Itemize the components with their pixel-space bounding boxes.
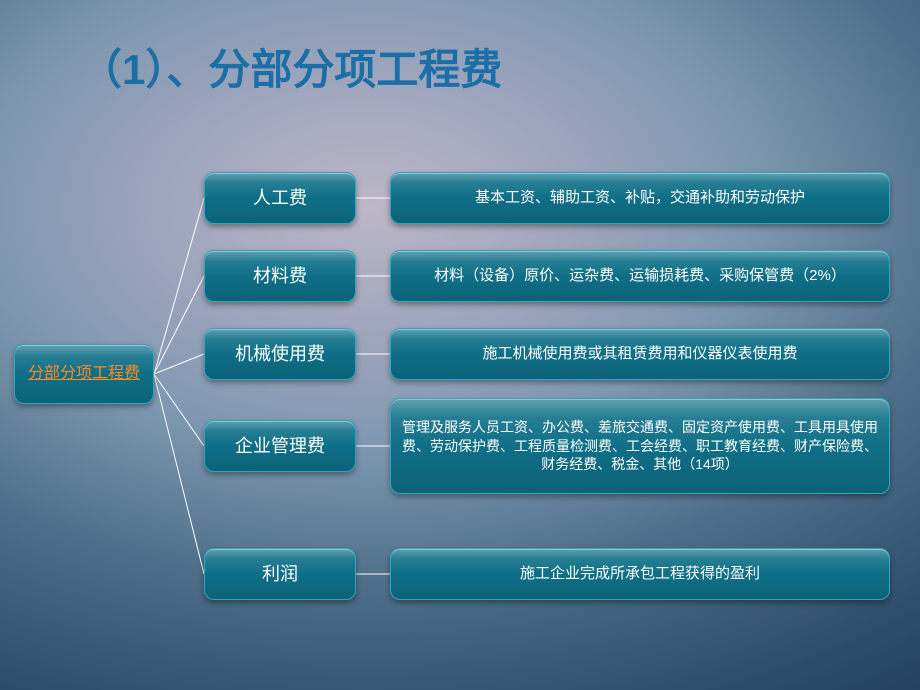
root-box: 分部分项工程费 [14,344,154,404]
desc-box-4-label: 施工企业完成所承包工程获得的盈利 [520,564,760,584]
category-box-1-label: 材料费 [253,264,307,288]
desc-box-2-label: 施工机械使用费或其租赁费用和仪器仪表使用费 [482,344,797,364]
desc-box-1: 材料（设备）原价、运杂费、运输损耗费、采购保管费（2%） [390,250,890,302]
category-box-1: 材料费 [204,250,356,302]
category-box-0: 人工费 [204,172,356,224]
desc-box-3-label: 管理及服务人员工资、办公费、差旅交通费、固定资产使用费、工具用具使用费、劳动保护… [401,418,879,475]
diagram-container: 分部分项工程费 人工费 基本工资、辅助工资、补贴，交通补助和劳动保护材料费 材料（设… [0,0,920,690]
desc-box-1-label: 材料（设备）原价、运杂费、运输损耗费、采购保管费（2%） [434,266,846,286]
desc-box-4: 施工企业完成所承包工程获得的盈利 [390,548,890,600]
category-box-3-label: 企业管理费 [235,434,325,458]
category-box-3: 企业管理费 [204,420,356,472]
desc-box-0: 基本工资、辅助工资、补贴，交通补助和劳动保护 [390,172,890,224]
category-box-2-label: 机械使用费 [235,342,325,366]
desc-box-0-label: 基本工资、辅助工资、补贴，交通补助和劳动保护 [475,188,805,208]
category-box-0-label: 人工费 [253,186,307,210]
desc-box-2: 施工机械使用费或其租赁费用和仪器仪表使用费 [390,328,890,380]
root-label: 分部分项工程费 [28,363,140,385]
category-box-2: 机械使用费 [204,328,356,380]
category-box-4-label: 利润 [262,562,298,586]
slide-root: （1）、分部分项工程费 分部分项工程费 人工费基本工资、辅助工资、补贴，交通补助… [0,0,920,690]
desc-box-3: 管理及服务人员工资、办公费、差旅交通费、固定资产使用费、工具用具使用费、劳动保护… [390,398,890,494]
category-box-4: 利润 [204,548,356,600]
